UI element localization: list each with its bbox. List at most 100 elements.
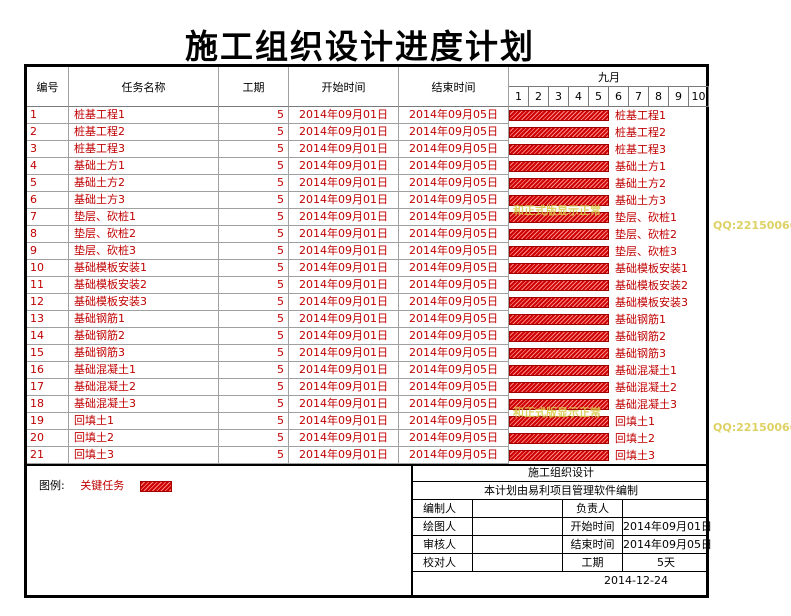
info-owner-value xyxy=(623,500,709,517)
task-start: 2014年09月01日 xyxy=(289,141,399,158)
gantt-bar xyxy=(509,246,609,257)
task-start: 2014年09月01日 xyxy=(289,158,399,175)
task-start: 2014年09月01日 xyxy=(289,430,399,447)
info-reviewer: 审核人 xyxy=(413,536,473,553)
task-duration: 5 xyxy=(219,243,289,260)
task-end: 2014年09月05日 xyxy=(399,226,509,243)
task-end: 2014年09月05日 xyxy=(399,158,509,175)
task-end: 2014年09月05日 xyxy=(399,447,509,464)
task-duration: 5 xyxy=(219,175,289,192)
task-duration: 5 xyxy=(219,413,289,430)
gantt-bar-label: 基础模板安装3 xyxy=(615,296,688,309)
task-name: 基础钢筋3 xyxy=(69,345,219,362)
task-id: 20 xyxy=(27,430,69,447)
table-row: 7 垫层、砍桩1 5 2014年09月01日 2014年09月05日 xyxy=(27,209,509,226)
gantt-bar-label: 基础混凝土2 xyxy=(615,381,677,394)
gantt-bar xyxy=(509,178,609,189)
task-id: 6 xyxy=(27,192,69,209)
schedule-sheet: 编号 任务名称 工期 开始时间 结束时间 九月 1 2 3 4 5 6 7 8 … xyxy=(24,64,791,598)
header-start: 开始时间 xyxy=(289,67,399,107)
watermark: 和正式版显示正常 xyxy=(513,406,601,419)
task-start: 2014年09月01日 xyxy=(289,311,399,328)
table-row: 21 回填土3 5 2014年09月01日 2014年09月05日 xyxy=(27,447,509,464)
page-title: 施工组织设计进度计划 xyxy=(185,27,535,66)
table-row: 3 桩基工程3 5 2014年09月01日 2014年09月05日 xyxy=(27,141,509,158)
header-task-name: 任务名称 xyxy=(69,67,219,107)
task-name: 基础钢筋1 xyxy=(69,311,219,328)
task-name: 基础土方2 xyxy=(69,175,219,192)
task-duration: 5 xyxy=(219,396,289,413)
task-start: 2014年09月01日 xyxy=(289,192,399,209)
task-name: 基础钢筋2 xyxy=(69,328,219,345)
task-duration: 5 xyxy=(219,328,289,345)
task-start: 2014年09月01日 xyxy=(289,345,399,362)
day-cell: 4 xyxy=(569,87,589,107)
task-duration: 5 xyxy=(219,226,289,243)
table-row: 10 基础模板安装1 5 2014年09月01日 2014年09月05日 xyxy=(27,260,509,277)
task-name: 桩基工程1 xyxy=(69,107,219,124)
gantt-bar xyxy=(509,331,609,342)
task-duration: 5 xyxy=(219,379,289,396)
task-duration: 5 xyxy=(219,362,289,379)
task-start: 2014年09月01日 xyxy=(289,328,399,345)
task-end: 2014年09月05日 xyxy=(399,124,509,141)
info-end-value: 2014年09月05日 xyxy=(623,538,712,551)
task-end: 2014年09月05日 xyxy=(399,430,509,447)
gantt-bar xyxy=(509,382,609,393)
task-id: 3 xyxy=(27,141,69,158)
table-row: 19 回填土1 5 2014年09月01日 2014年09月05日 xyxy=(27,413,509,430)
info-project: 施工组织设计 xyxy=(528,466,594,479)
day-cell: 6 xyxy=(609,87,629,107)
task-id: 10 xyxy=(27,260,69,277)
task-name: 回填土2 xyxy=(69,430,219,447)
task-name: 基础模板安装3 xyxy=(69,294,219,311)
header-days: 1 2 3 4 5 6 7 8 9 10 xyxy=(509,87,709,107)
task-id: 21 xyxy=(27,447,69,464)
task-name: 基础混凝土1 xyxy=(69,362,219,379)
task-id: 12 xyxy=(27,294,69,311)
task-name: 垫层、砍桩1 xyxy=(69,209,219,226)
gantt-bar-label: 基础土方1 xyxy=(615,160,666,173)
gantt-bar xyxy=(509,212,609,223)
task-duration: 5 xyxy=(219,124,289,141)
table-row: 4 基础土方1 5 2014年09月01日 2014年09月05日 xyxy=(27,158,509,175)
task-end: 2014年09月05日 xyxy=(399,192,509,209)
task-duration: 5 xyxy=(219,345,289,362)
task-start: 2014年09月01日 xyxy=(289,294,399,311)
day-cell: 8 xyxy=(649,87,669,107)
gantt-bar xyxy=(509,348,609,359)
task-duration: 5 xyxy=(219,107,289,124)
gantt-bar xyxy=(509,161,609,172)
table-row: 12 基础模板安装3 5 2014年09月01日 2014年09月05日 xyxy=(27,294,509,311)
header-month: 九月 xyxy=(509,67,709,87)
table-row: 9 垫层、砍桩3 5 2014年09月01日 2014年09月05日 xyxy=(27,243,509,260)
header-duration: 工期 xyxy=(219,67,289,107)
gantt-bar-label: 基础钢筋1 xyxy=(615,313,666,326)
table-row: 20 回填土2 5 2014年09月01日 2014年09月05日 xyxy=(27,430,509,447)
task-id: 2 xyxy=(27,124,69,141)
gantt-bar-label: 基础模板安装1 xyxy=(615,262,688,275)
task-start: 2014年09月01日 xyxy=(289,413,399,430)
task-end: 2014年09月05日 xyxy=(399,141,509,158)
task-name: 基础土方3 xyxy=(69,192,219,209)
task-duration: 5 xyxy=(219,158,289,175)
task-id: 9 xyxy=(27,243,69,260)
legend-label: 图例: xyxy=(39,479,65,492)
gantt-bar xyxy=(509,195,609,206)
task-end: 2014年09月05日 xyxy=(399,175,509,192)
gantt-bar-label: 基础模板安装2 xyxy=(615,279,688,292)
day-cell: 7 xyxy=(629,87,649,107)
watermark: QQ:22150066 xyxy=(713,421,791,434)
task-id: 8 xyxy=(27,226,69,243)
table-row: 18 基础混凝土3 5 2014年09月01日 2014年09月05日 xyxy=(27,396,509,413)
task-id: 4 xyxy=(27,158,69,175)
gantt-bar xyxy=(509,144,609,155)
task-start: 2014年09月01日 xyxy=(289,260,399,277)
task-start: 2014年09月01日 xyxy=(289,226,399,243)
gantt-bar xyxy=(509,416,609,427)
table-row: 1 桩基工程1 5 2014年09月01日 2014年09月05日 xyxy=(27,107,509,124)
task-id: 1 xyxy=(27,107,69,124)
task-end: 2014年09月05日 xyxy=(399,107,509,124)
gantt-bar-label: 回填土1 xyxy=(615,415,655,428)
task-duration: 5 xyxy=(219,311,289,328)
